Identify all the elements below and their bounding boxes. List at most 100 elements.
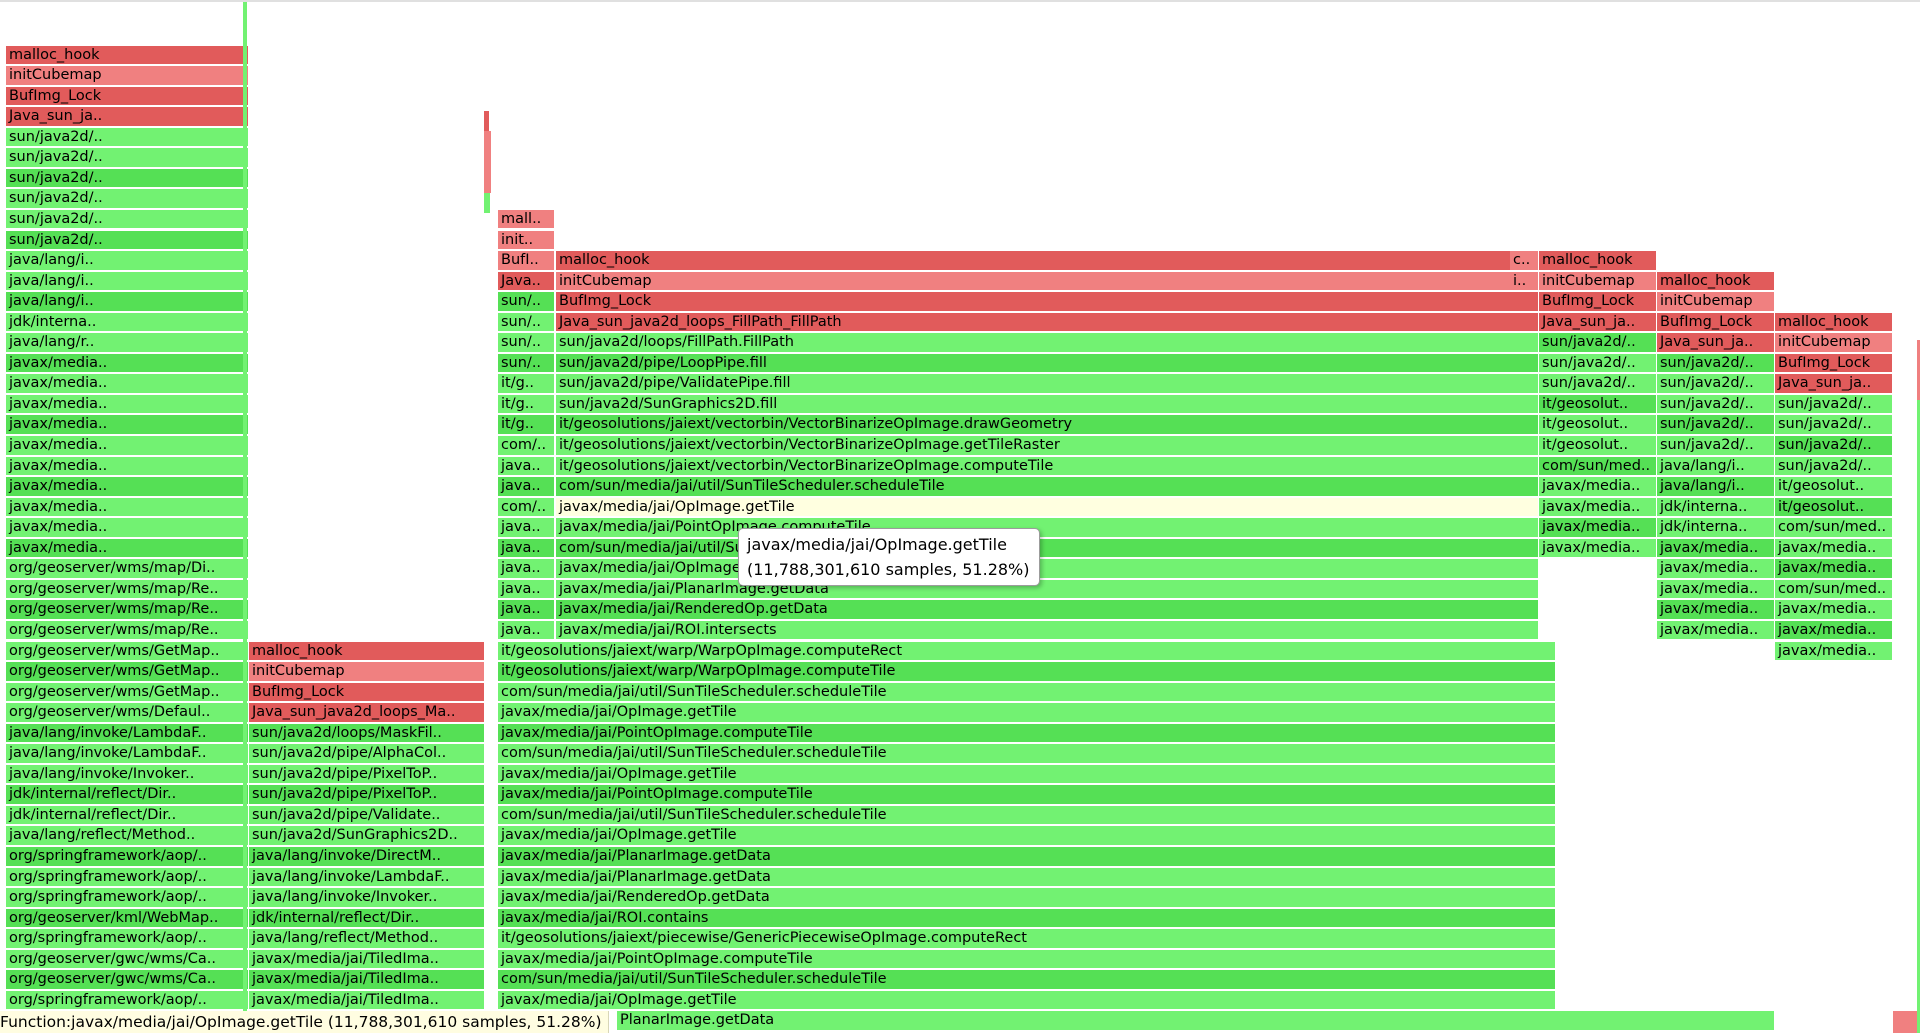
stack-frame[interactable]: org/geoserver/wms/map/Re..: [6, 620, 249, 641]
stack-frame[interactable]: java..: [498, 538, 555, 559]
stack-frame[interactable]: javax/media..: [1775, 620, 1893, 641]
stack-frame[interactable]: it/g..: [498, 394, 555, 415]
stack-frame[interactable]: java/lang/i..: [6, 251, 249, 271]
stack-frame[interactable]: java/lang/invoke/LambdaF..: [6, 744, 249, 764]
stack-frame[interactable]: sun/java2d/loops/MaskFil..: [249, 723, 485, 744]
stack-frame[interactable]: malloc_hook: [556, 251, 1539, 271]
stack-frame[interactable]: Java_sun_ja..: [1657, 333, 1775, 353]
stack-frame[interactable]: i..: [1510, 271, 1539, 292]
stack-frame[interactable]: java..: [498, 518, 555, 538]
stack-frame[interactable]: sun/..: [498, 292, 555, 312]
stack-frame[interactable]: it/geosolut..: [1539, 415, 1657, 435]
stack-frame[interactable]: BufImg_Lock: [1657, 312, 1775, 333]
stack-frame[interactable]: javax/media/jai/OpImage.getTile: [498, 703, 1556, 723]
stack-frame[interactable]: sun/java2d/pipe/AlphaCol..: [249, 744, 485, 764]
stack-frame[interactable]: jdk/internal/reflect/Dir..: [6, 805, 249, 826]
stack-frame[interactable]: initCubemap: [249, 662, 485, 682]
stack-frame[interactable]: it/geosolut..: [1539, 436, 1657, 456]
stack-frame[interactable]: org/springframework/aop/..: [6, 867, 249, 888]
stack-frame[interactable]: com/sun/media/jai/util/SunTileScheduler.…: [498, 682, 1556, 703]
stack-frame[interactable]: org/springframework/aop/..: [6, 847, 249, 867]
stack-frame[interactable]: java/lang/invoke/Invoker..: [249, 888, 485, 908]
stack-frame[interactable]: java/lang/i..: [1657, 477, 1775, 497]
stack-frame[interactable]: mall..: [498, 209, 555, 230]
stack-frame[interactable]: org/geoserver/wms/GetMap..: [6, 662, 249, 682]
stack-frame[interactable]: jdk/interna..: [1657, 518, 1775, 538]
stack-frame[interactable]: sun/java2d/..: [1539, 374, 1657, 394]
narrow-frame[interactable]: [243, 0, 247, 1012]
stack-frame[interactable]: malloc_hook: [249, 641, 485, 661]
stack-frame[interactable]: malloc_hook: [1657, 271, 1775, 292]
stack-frame[interactable]: sun/..: [498, 353, 555, 374]
stack-frame[interactable]: initCubemap: [1657, 292, 1775, 312]
stack-frame[interactable]: javax/media..: [1775, 559, 1893, 579]
stack-frame[interactable]: sun/java2d/..: [1657, 394, 1775, 415]
stack-frame[interactable]: it/geosolut..: [1775, 477, 1893, 497]
stack-frame[interactable]: java/lang/invoke/LambdaF..: [249, 867, 485, 888]
stack-frame[interactable]: java/lang/invoke/LambdaF..: [6, 723, 249, 744]
stack-frame[interactable]: sun/..: [498, 312, 555, 333]
stack-frame[interactable]: javax/media..: [6, 436, 249, 456]
stack-frame[interactable]: javax/media..: [6, 415, 249, 435]
stack-frame[interactable]: com/sun/med..: [1775, 518, 1893, 538]
stack-frame[interactable]: initCubemap: [6, 66, 249, 86]
stack-frame[interactable]: Java_sun_ja..: [1775, 374, 1893, 394]
stack-frame[interactable]: sun/java2d/..: [6, 209, 249, 230]
stack-frame[interactable]: com/..: [498, 436, 555, 456]
narrow-frame[interactable]: [484, 111, 489, 132]
stack-frame[interactable]: java/lang/invoke/Invoker..: [6, 764, 249, 785]
stack-frame[interactable]: javax/media..: [1775, 538, 1893, 559]
stack-frame[interactable]: sun/java2d/..: [6, 189, 249, 209]
stack-frame[interactable]: javax/media/jai/OpImage.getTile: [556, 497, 1539, 518]
stack-frame[interactable]: org/springframework/aop/..: [6, 990, 249, 1011]
stack-frame[interactable]: java/lang/i..: [6, 271, 249, 292]
stack-frame[interactable]: Java_sun_java2d_loops_FillPath_FillPath: [556, 312, 1539, 333]
stack-frame[interactable]: java/lang/r..: [6, 333, 249, 353]
stack-frame[interactable]: javax/media..: [1539, 518, 1657, 538]
stack-frame[interactable]: Java_sun_java2d_loops_Ma..: [249, 703, 485, 723]
stack-frame[interactable]: javax/media/jai/PlanarImage.getData: [498, 847, 1556, 867]
stack-frame[interactable]: sun/java2d/..: [6, 230, 249, 250]
stack-frame[interactable]: org/geoserver/wms/map/Re..: [6, 579, 249, 600]
stack-frame[interactable]: javax/media/jai/TiledIma..: [249, 970, 485, 990]
stack-frame[interactable]: sun/..: [498, 333, 555, 353]
stack-frame[interactable]: java..: [498, 456, 555, 477]
stack-frame[interactable]: org/geoserver/wms/GetMap..: [6, 641, 249, 661]
stack-frame[interactable]: javax/media/jai/RenderedOp.getData: [556, 600, 1539, 620]
stack-frame[interactable]: Java_sun_ja..: [6, 107, 249, 127]
stack-frame[interactable]: javax/media..: [6, 456, 249, 477]
stack-frame[interactable]: javax/media/jai/PlanarImage.getData: [556, 579, 1539, 600]
stack-frame[interactable]: java..: [498, 477, 555, 497]
stack-frame[interactable]: javax/media/jai/TiledIma..: [249, 949, 485, 970]
stack-frame[interactable]: javax/media..: [1657, 538, 1775, 559]
stack-frame[interactable]: com/sun/media/jai/util/SunTileScheduler.…: [556, 538, 1539, 559]
stack-frame[interactable]: c..: [1510, 251, 1539, 271]
stack-frame[interactable]: javax/media/jai/PointOpImage.computeTile: [498, 949, 1556, 970]
stack-frame[interactable]: javax/media..: [1775, 600, 1893, 620]
stack-frame[interactable]: Java..: [498, 271, 555, 292]
stack-frame[interactable]: malloc_hook: [1775, 312, 1893, 333]
stack-frame[interactable]: javax/media/jai/TiledIma..: [249, 990, 485, 1011]
stack-frame[interactable]: java/lang/i..: [1657, 456, 1775, 477]
narrow-frame[interactable]: [1893, 1011, 1917, 1033]
stack-frame[interactable]: javax/media..: [1539, 538, 1657, 559]
stack-frame[interactable]: javax/media/jai/ROI.intersects: [556, 620, 1539, 641]
stack-frame[interactable]: it/geosolutions/jaiext/warp/WarpOpImage.…: [498, 662, 1556, 682]
stack-frame[interactable]: sun/java2d/..: [1657, 353, 1775, 374]
stack-frame[interactable]: sun/java2d/..: [1775, 415, 1893, 435]
stack-frame[interactable]: BufImg_Lock: [249, 682, 485, 703]
stack-frame[interactable]: sun/java2d/..: [1775, 394, 1893, 415]
stack-frame[interactable]: javax/media/jai/PointOpImage.computeTile: [556, 518, 1539, 538]
stack-frame[interactable]: sun/java2d/pipe/Validate..: [249, 805, 485, 826]
stack-frame[interactable]: sun/java2d/..: [1775, 436, 1893, 456]
stack-frame[interactable]: javax/media/jai/OpImage.getTile: [498, 990, 1556, 1011]
stack-frame[interactable]: jdk/interna..: [1657, 497, 1775, 518]
stack-frame[interactable]: javax/media..: [6, 394, 249, 415]
stack-frame[interactable]: javax/media..: [1539, 497, 1657, 518]
stack-frame[interactable]: javax/media..: [1657, 620, 1775, 641]
stack-frame[interactable]: java..: [498, 620, 555, 641]
stack-frame[interactable]: jdk/internal/reflect/Dir..: [6, 785, 249, 805]
stack-frame[interactable]: it/geosolutions/jaiext/vectorbin/VectorB…: [556, 436, 1539, 456]
stack-frame[interactable]: com/sun/med..: [1775, 579, 1893, 600]
stack-frame[interactable]: sun/java2d/pipe/ValidatePipe.fill: [556, 374, 1539, 394]
